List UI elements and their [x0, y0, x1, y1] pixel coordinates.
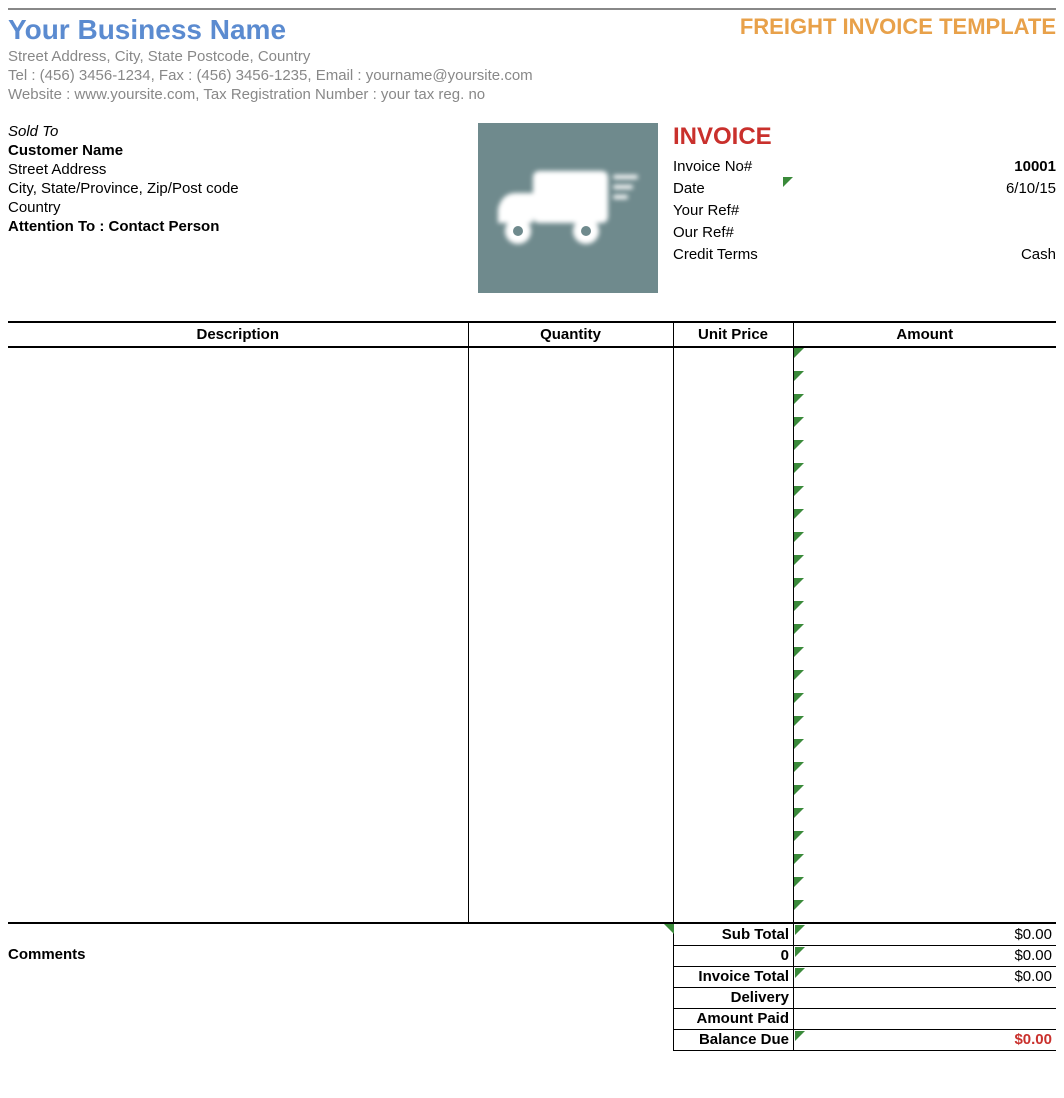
comments-column: Comments — [8, 924, 673, 1051]
header-row: Your Business Name FREIGHT INVOICE TEMPL… — [8, 14, 1056, 46]
meta-row-credit-terms: Credit Terms Cash — [673, 243, 1056, 265]
meta-label: Your Ref# — [673, 202, 739, 219]
meta-label: Date — [673, 180, 705, 197]
totals-label: Delivery — [674, 987, 794, 1008]
totals-label: Sub Total — [674, 924, 794, 945]
meta-value: 10001 — [1014, 158, 1056, 175]
bottom-section: Comments Sub Total$0.000$0.00Invoice Tot… — [8, 922, 1056, 1051]
formula-indicator-icon — [795, 925, 805, 935]
col-unit-price: Unit Price — [673, 322, 793, 347]
totals-label: Invoice Total — [674, 966, 794, 987]
col-quantity: Quantity — [468, 322, 673, 347]
totals-row-balance-due: Balance Due$0.00 — [674, 1029, 1057, 1050]
items-body — [8, 347, 1056, 922]
customer-name: Customer Name — [8, 142, 478, 159]
col-amount: Amount — [793, 322, 1056, 347]
web-line: Website : www.yoursite.com, Tax Registra… — [8, 86, 1056, 103]
formula-indicator-icon — [794, 555, 804, 565]
totals-label: Amount Paid — [674, 1008, 794, 1029]
totals-row-0: 0$0.00 — [674, 945, 1057, 966]
formula-indicator-icon — [783, 177, 793, 187]
formula-indicator-icon — [794, 509, 804, 519]
items-table: Description Quantity Unit Price Amount — [8, 321, 1056, 922]
top-rule — [8, 8, 1056, 10]
meta-value: Cash — [1021, 246, 1056, 263]
formula-indicator-icon — [795, 947, 805, 957]
address-line: Street Address, City, State Postcode, Co… — [8, 48, 1056, 65]
formula-indicator-icon — [794, 417, 804, 427]
template-title: FREIGHT INVOICE TEMPLATE — [740, 14, 1056, 40]
mid-section: Sold To Customer Name Street Address Cit… — [8, 123, 1056, 293]
totals-value: $0.00 — [794, 924, 1057, 945]
meta-label: Our Ref# — [673, 224, 734, 241]
totals-row-invoice-total: Invoice Total$0.00 — [674, 966, 1057, 987]
formula-indicator-icon — [794, 624, 804, 634]
sold-to-block: Sold To Customer Name Street Address Cit… — [8, 123, 478, 293]
business-name: Your Business Name — [8, 14, 286, 46]
col-description: Description — [8, 322, 468, 347]
totals-value — [794, 1008, 1057, 1029]
formula-indicator-icon — [794, 601, 804, 611]
meta-row-date: Date 6/10/15 — [673, 177, 1056, 199]
formula-indicator-icon — [794, 808, 804, 818]
formula-indicator-icon — [794, 394, 804, 404]
formula-indicator-icon — [794, 762, 804, 772]
totals-value: $0.00 — [794, 1029, 1057, 1050]
formula-indicator-icon — [794, 877, 804, 887]
totals-label: 0 — [674, 945, 794, 966]
totals-row-sub-total: Sub Total$0.00 — [674, 924, 1057, 945]
formula-indicator-icon — [795, 1031, 805, 1041]
formula-indicator-icon — [794, 371, 804, 381]
meta-row-invoice-no-: Invoice No# 10001 — [673, 155, 1056, 177]
formula-indicator-icon — [794, 440, 804, 450]
meta-value: 6/10/15 — [1006, 180, 1056, 197]
formula-indicator-icon — [794, 348, 804, 358]
comments-label: Comments — [8, 946, 673, 963]
customer-street: Street Address — [8, 161, 478, 178]
formula-indicator-icon — [794, 670, 804, 680]
formula-indicator-icon — [794, 785, 804, 795]
customer-country: Country — [8, 199, 478, 216]
attention-to: Attention To : Contact Person — [8, 218, 478, 235]
qty-cells[interactable] — [468, 347, 673, 922]
formula-indicator-icon — [794, 463, 804, 473]
formula-indicator-icon — [794, 578, 804, 588]
totals-value: $0.00 — [794, 945, 1057, 966]
formula-indicator-icon — [794, 854, 804, 864]
formula-indicator-icon — [794, 647, 804, 657]
totals-column: Sub Total$0.000$0.00Invoice Total$0.00De… — [673, 924, 1056, 1051]
formula-indicator-icon — [794, 693, 804, 703]
formula-indicator-icon — [794, 486, 804, 496]
meta-label: Invoice No# — [673, 158, 752, 175]
customer-city-state: City, State/Province, Zip/Post code — [8, 180, 478, 197]
amount-cells[interactable] — [793, 347, 1056, 922]
formula-indicator-icon — [794, 739, 804, 749]
formula-indicator-icon — [794, 831, 804, 841]
meta-row-your-ref-: Your Ref# — [673, 199, 1056, 221]
totals-value — [794, 987, 1057, 1008]
meta-label: Credit Terms — [673, 246, 758, 263]
meta-row-our-ref-: Our Ref# — [673, 221, 1056, 243]
sold-to-label: Sold To — [8, 123, 478, 140]
formula-indicator-icon — [794, 532, 804, 542]
totals-row-amount-paid: Amount Paid — [674, 1008, 1057, 1029]
totals-table: Sub Total$0.000$0.00Invoice Total$0.00De… — [673, 924, 1056, 1051]
formula-indicator-icon — [794, 900, 804, 910]
desc-cells[interactable] — [8, 347, 468, 922]
invoice-title: INVOICE — [673, 123, 1056, 151]
unit-cells[interactable] — [673, 347, 793, 922]
truck-icon — [478, 123, 658, 293]
formula-indicator-icon — [795, 968, 805, 978]
totals-value: $0.00 — [794, 966, 1057, 987]
totals-label: Balance Due — [674, 1029, 794, 1050]
invoice-meta: INVOICE Invoice No# 10001 Date 6/10/15 Your … — [673, 123, 1056, 293]
totals-row-delivery: Delivery — [674, 987, 1057, 1008]
formula-indicator-icon — [794, 716, 804, 726]
contact-line: Tel : (456) 3456-1234, Fax : (456) 3456-… — [8, 67, 1056, 84]
